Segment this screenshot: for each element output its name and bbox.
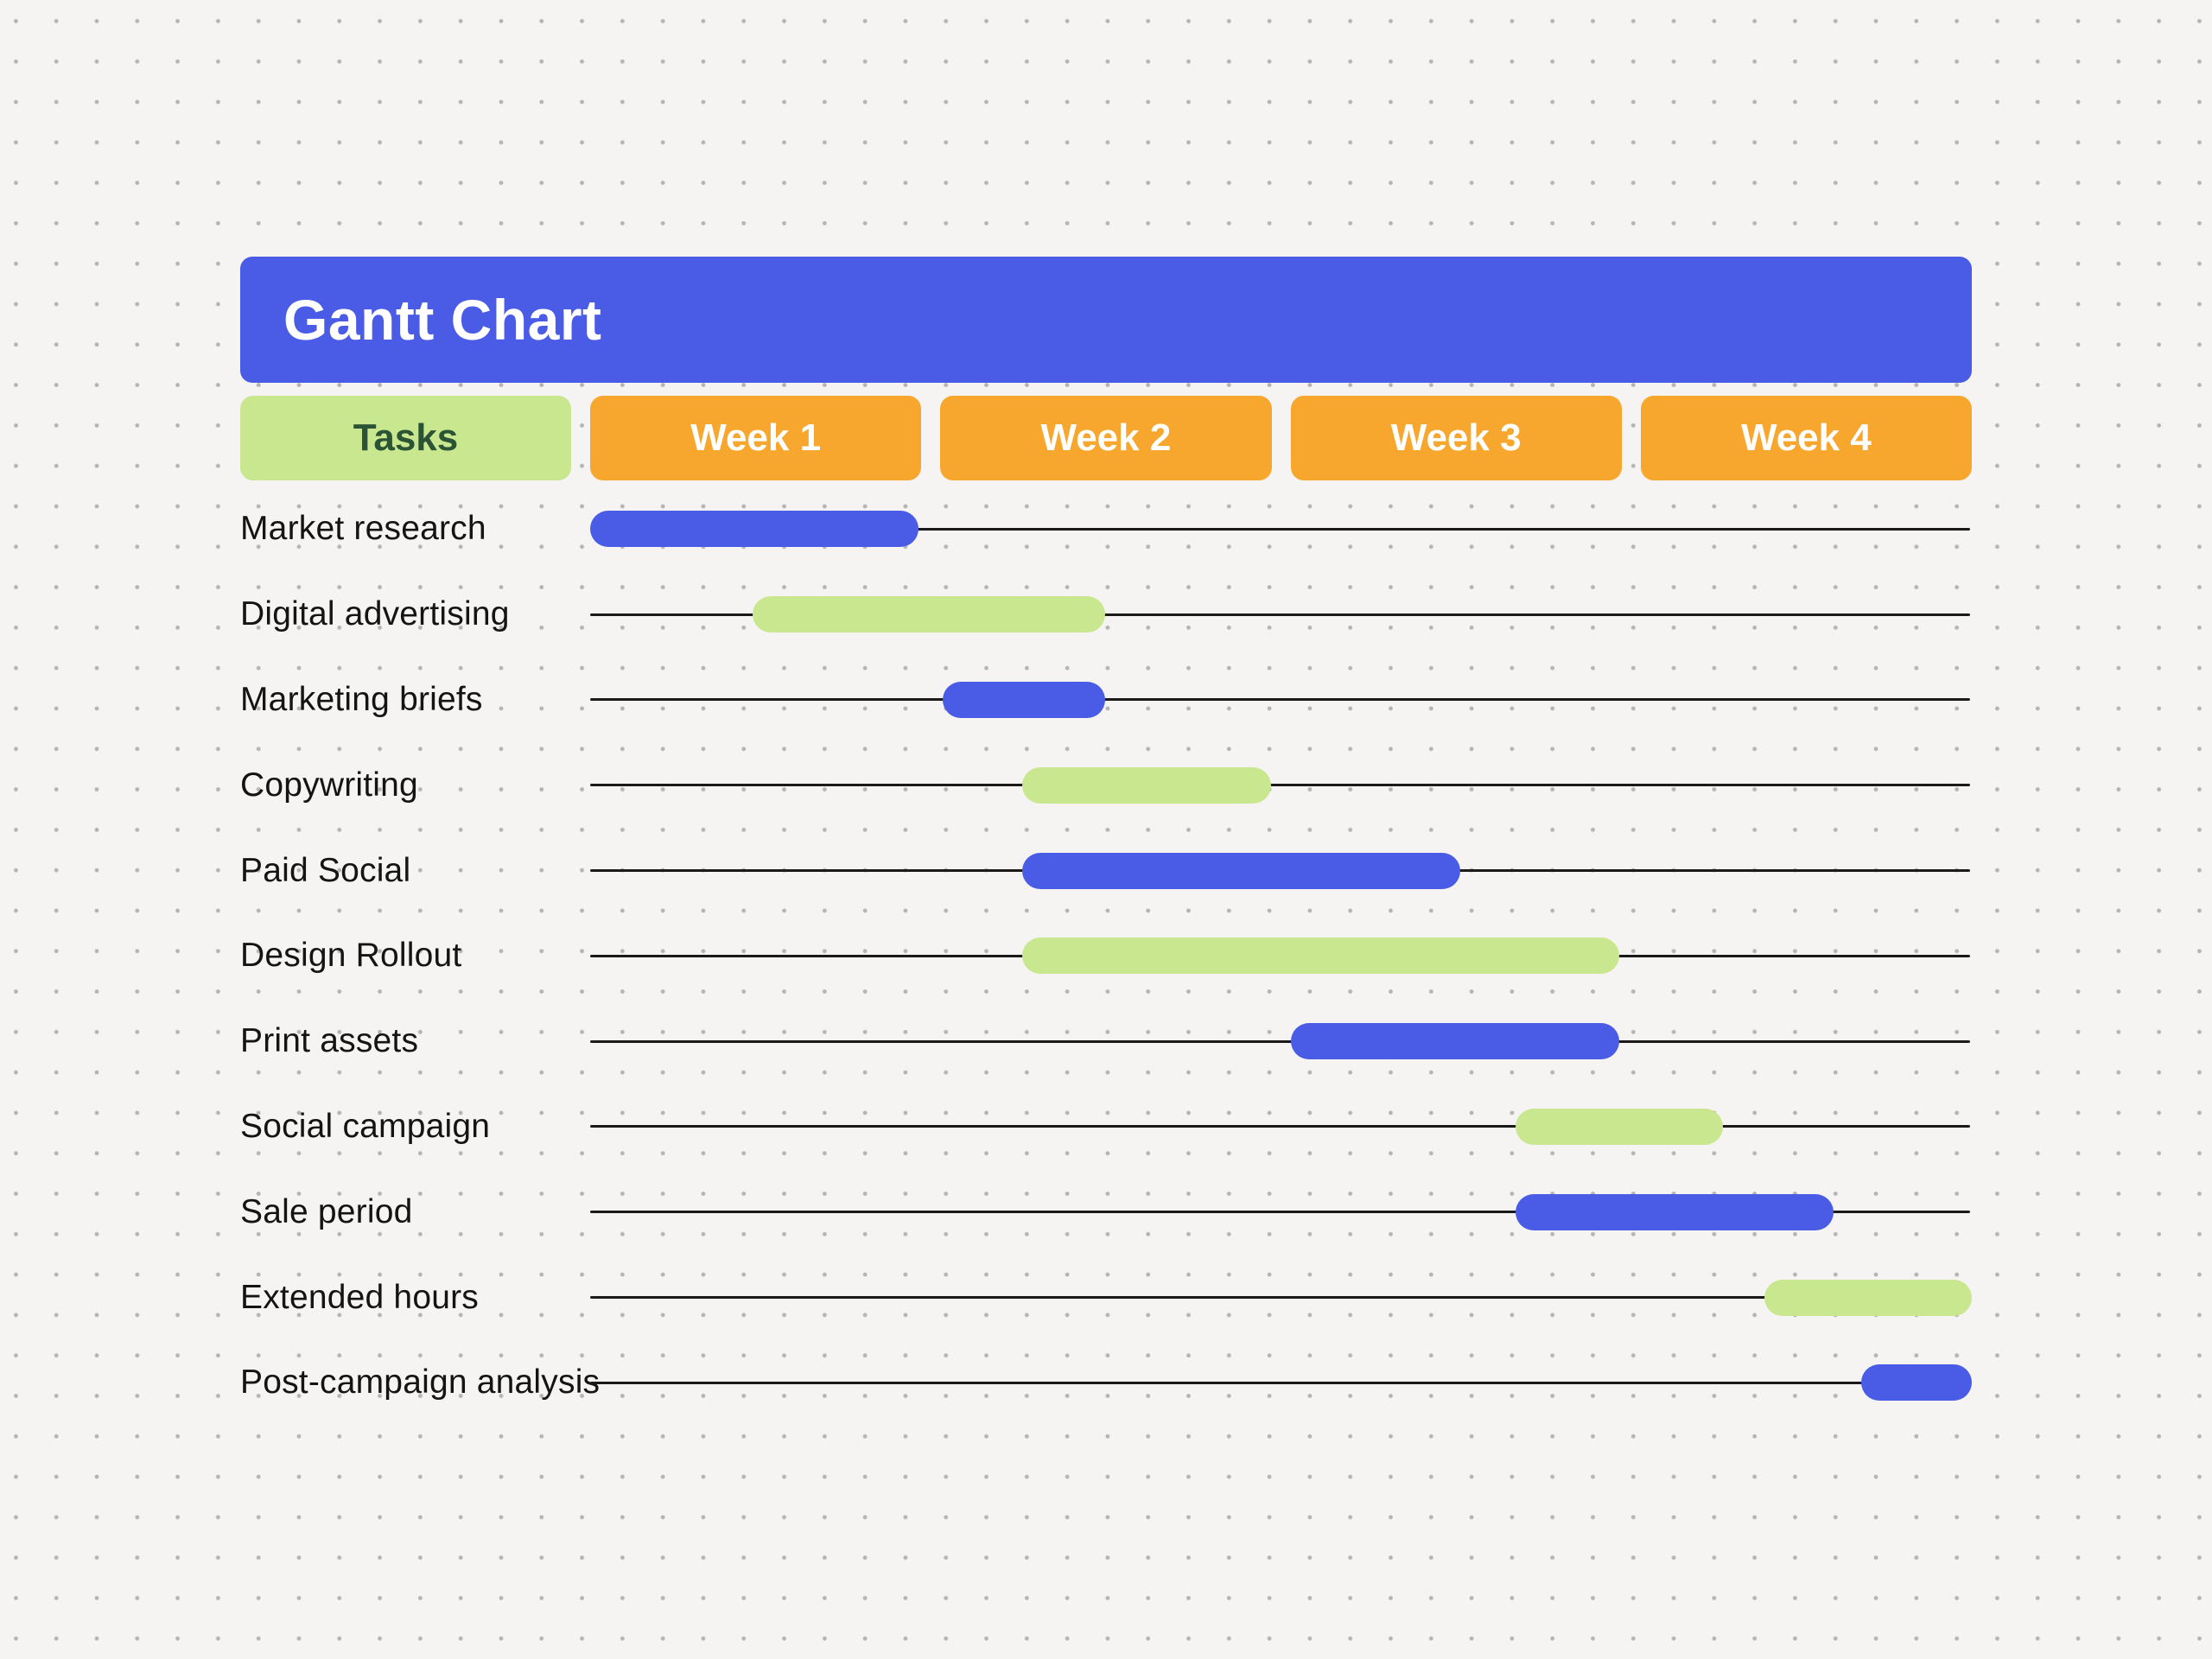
task-label: Extended hours <box>240 1278 479 1316</box>
gantt-bar <box>1516 1193 1834 1230</box>
timeline-line <box>590 784 1970 787</box>
task-label: Sale period <box>240 1192 413 1230</box>
task-label: Social campaign <box>240 1107 491 1145</box>
week-column-header-4: Week 4 <box>1640 396 1972 480</box>
gantt-bar <box>1021 938 1620 975</box>
gantt-bar <box>590 511 918 548</box>
gantt-bar <box>1861 1364 1972 1402</box>
task-row: Extended hours <box>240 1255 1972 1340</box>
timeline-line <box>590 613 1970 616</box>
task-timeline <box>590 1169 1972 1255</box>
task-timeline <box>590 913 1972 999</box>
task-label: Post-campaign analysis <box>240 1363 601 1402</box>
task-timeline <box>590 572 1972 658</box>
gantt-bar <box>1291 1023 1620 1060</box>
task-row: Design Rollout <box>240 913 1972 999</box>
task-row: Paid Social <box>240 828 1972 913</box>
task-timeline <box>590 742 1972 828</box>
task-row: Copywriting <box>240 742 1972 828</box>
task-timeline <box>590 1084 1972 1170</box>
task-label: Digital advertising <box>240 595 510 633</box>
week-column-header-1: Week 1 <box>590 396 922 480</box>
task-timeline <box>590 1340 1972 1426</box>
column-header-row: Tasks Week 1 Week 2 Week 3 Week 4 <box>240 396 1972 480</box>
gantt-bar <box>1764 1279 1972 1316</box>
task-row: Social campaign <box>240 1084 1972 1170</box>
gantt-bar <box>1021 766 1271 804</box>
timeline-line <box>590 1381 1970 1384</box>
task-timeline <box>590 1255 1972 1340</box>
timeline-line <box>590 698 1970 702</box>
gantt-bar <box>1021 852 1461 889</box>
gantt-bar <box>1516 1108 1724 1145</box>
timeline-line <box>590 1296 1970 1300</box>
gantt-bar <box>942 681 1105 718</box>
task-label: Paid Social <box>240 851 411 889</box>
task-label: Marketing briefs <box>240 680 483 718</box>
chart-title-bar: Gantt Chart <box>240 257 1972 383</box>
week-column-header-3: Week 3 <box>1290 396 1622 480</box>
timeline-line <box>590 527 1970 531</box>
task-label: Market research <box>240 510 486 548</box>
chart-title: Gantt Chart <box>283 288 602 352</box>
task-row: Marketing briefs <box>240 658 1972 743</box>
timeline-line <box>590 1211 1970 1214</box>
timeline-line <box>590 1039 1970 1043</box>
task-timeline <box>590 486 1972 572</box>
week-column-header-2: Week 2 <box>940 396 1272 480</box>
task-row: Sale period <box>240 1169 1972 1255</box>
task-label: Print assets <box>240 1022 419 1060</box>
task-timeline <box>590 828 1972 913</box>
task-rows: Market research Digital advertising Market… <box>240 486 1972 1426</box>
task-row: Print assets <box>240 999 1972 1084</box>
task-label: Copywriting <box>240 766 418 804</box>
task-label: Design Rollout <box>240 937 462 975</box>
task-row: Digital advertising <box>240 572 1972 658</box>
task-timeline <box>590 999 1972 1084</box>
timeline-line <box>590 1125 1970 1128</box>
task-row: Post-campaign analysis <box>240 1340 1972 1426</box>
gantt-bar <box>752 596 1105 633</box>
tasks-column-header: Tasks <box>240 396 571 480</box>
task-row: Market research <box>240 486 1972 572</box>
task-timeline <box>590 658 1972 743</box>
